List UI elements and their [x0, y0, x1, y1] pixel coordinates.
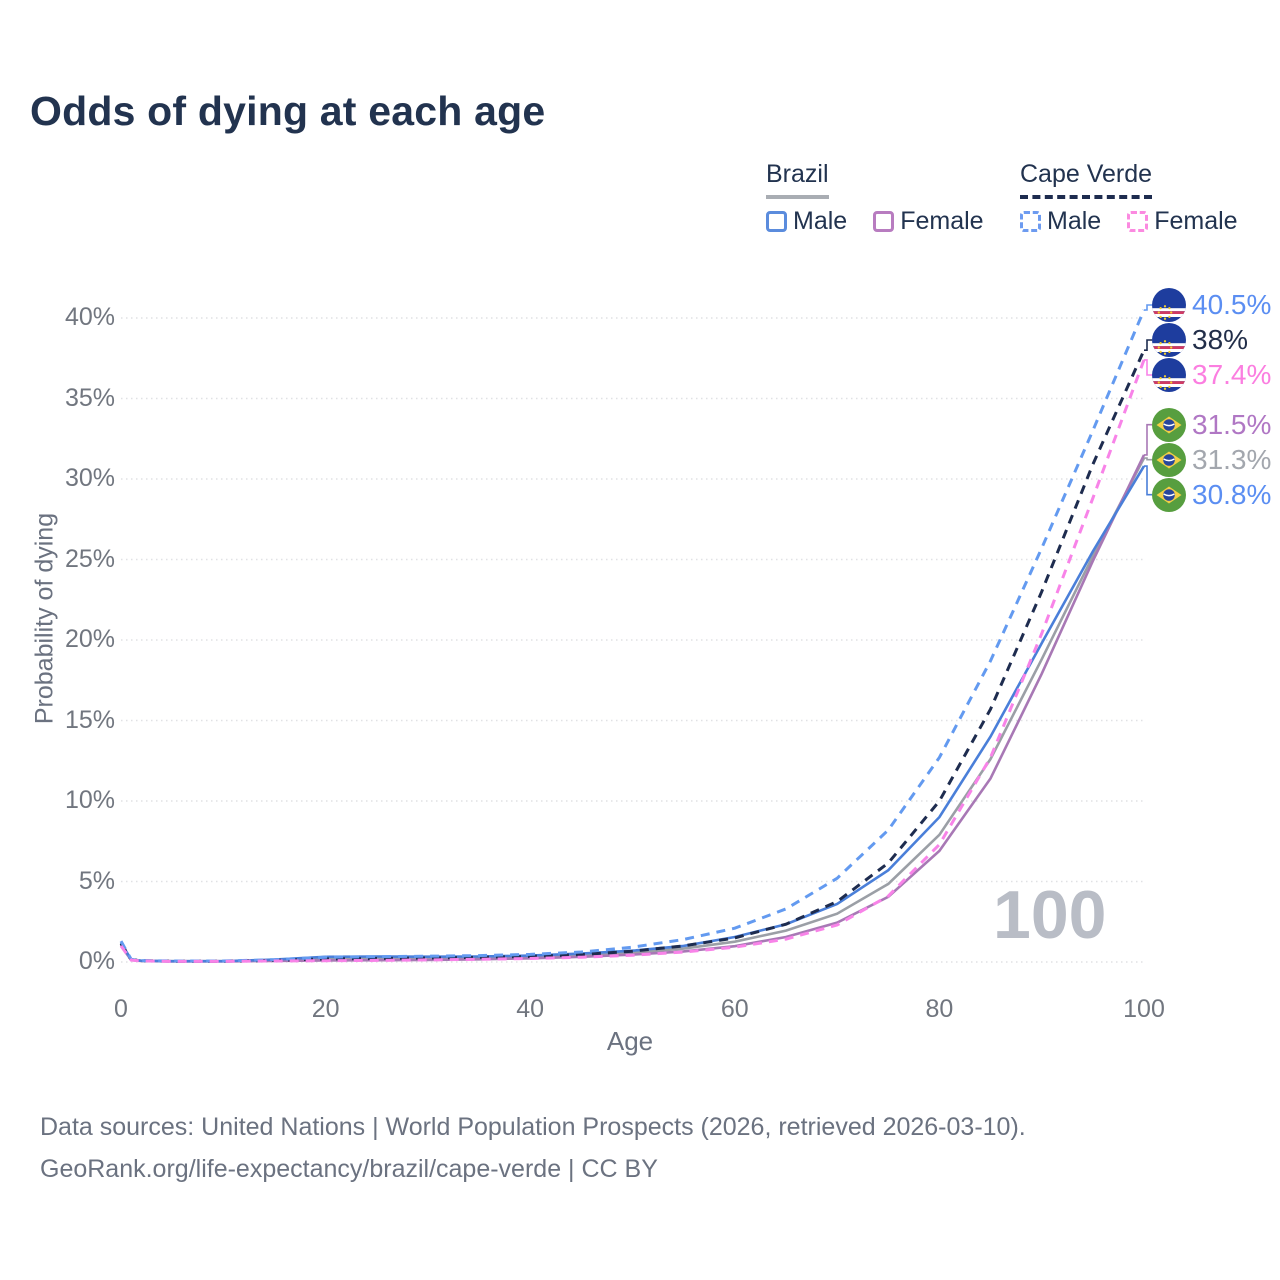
series-end-label-brazil-both: 31.3%	[1152, 442, 1272, 477]
end-label-value: 37.4%	[1192, 359, 1272, 390]
x-tick-label: 0	[114, 995, 128, 1023]
x-tick-label: 80	[925, 995, 954, 1023]
footer-line-license: GeoRank.org/life-expectancy/brazil/cape-…	[40, 1155, 658, 1183]
brazil-flag-icon	[1152, 477, 1186, 512]
brazil-flag-icon	[1152, 442, 1186, 477]
legend-row-brazil: Male Female	[766, 207, 984, 236]
label-connector	[1144, 339, 1152, 351]
page-title: Odds of dying at each age	[30, 88, 546, 134]
legend-item-brazil-female[interactable]: Female	[873, 207, 984, 236]
brazil-flag-icon	[1152, 407, 1186, 442]
series-end-label-cape-verde-female: 37.4%	[1152, 358, 1271, 392]
y-tick-label: 35%	[64, 383, 115, 412]
end-label-value: 31.3%	[1192, 443, 1272, 475]
cape-verde-male-swatch-icon	[1020, 211, 1041, 232]
x-axis-title: Age	[606, 1026, 654, 1056]
y-tick-label: 40%	[64, 303, 115, 331]
label-connector	[1144, 304, 1152, 311]
legend-label: Male	[793, 207, 848, 235]
end-label-value: 31.5%	[1192, 408, 1272, 440]
footer-attribution: Data sources: United Nations | World Pop…	[40, 1106, 1026, 1190]
legend-row-cape-verde: Male Female	[1020, 207, 1238, 236]
age-watermark: 100	[993, 877, 1107, 953]
cape-verde-female-swatch-icon	[1127, 211, 1149, 232]
y-tick-label: 20%	[64, 625, 115, 653]
legend-label: Female	[1154, 207, 1238, 235]
y-tick-label: 5%	[78, 866, 115, 895]
label-connector	[1144, 457, 1152, 461]
legend-label: Female	[900, 207, 984, 235]
series-line-cape-verde-both	[119, 349, 1146, 963]
y-tick-label: 15%	[64, 705, 115, 734]
end-label-value: 40.5%	[1192, 289, 1272, 320]
label-connector	[1144, 465, 1152, 496]
y-tick-label: 0%	[78, 947, 115, 975]
legend-item-brazil-male[interactable]: Male	[766, 207, 847, 236]
x-tick-label: 20	[311, 995, 340, 1023]
footer-line-sources: Data sources: United Nations | World Pop…	[40, 1113, 1026, 1141]
legend-item-cape-verde-male[interactable]: Male	[1020, 207, 1101, 236]
label-connector	[1144, 359, 1152, 376]
y-tick-label: 25%	[64, 544, 115, 573]
cape-verde-flag-icon	[1152, 358, 1186, 392]
x-tick-label: 100	[1123, 995, 1165, 1023]
label-connector	[1144, 423, 1152, 456]
legend-group-cape-verde: Cape Verde Male Female	[1020, 160, 1238, 236]
series-line-cape-verde-male	[119, 309, 1146, 963]
legend-header-cape-verde[interactable]: Cape Verde	[1020, 160, 1153, 199]
legend-item-cape-verde-female[interactable]: Female	[1127, 207, 1238, 236]
series-line-brazil-male	[119, 465, 1146, 963]
y-tick-label: 10%	[64, 786, 115, 814]
brazil-male-swatch-icon	[766, 211, 787, 232]
legend-header-brazil[interactable]: Brazil	[766, 160, 829, 199]
cape-verde-flag-icon	[1152, 323, 1186, 357]
series-line-cape-verde-female	[119, 359, 1146, 963]
end-label-value: 38%	[1192, 324, 1249, 355]
series-end-label-brazil-male: 30.8%	[1152, 477, 1272, 512]
series-end-label-cape-verde-both: 38%	[1152, 323, 1248, 357]
cape-verde-flag-icon	[1152, 288, 1186, 322]
legend-label: Male	[1047, 207, 1102, 235]
x-tick-label: 60	[720, 995, 749, 1023]
x-tick-label: 40	[516, 995, 545, 1023]
series-end-label-brazil-female: 31.5%	[1152, 407, 1272, 442]
brazil-female-swatch-icon	[873, 211, 895, 232]
legend-group-brazil: Brazil Male Female	[766, 160, 984, 236]
y-tick-label: 30%	[64, 464, 115, 492]
series-end-label-cape-verde-male: 40.5%	[1152, 288, 1271, 322]
end-label-value: 30.8%	[1192, 478, 1272, 510]
